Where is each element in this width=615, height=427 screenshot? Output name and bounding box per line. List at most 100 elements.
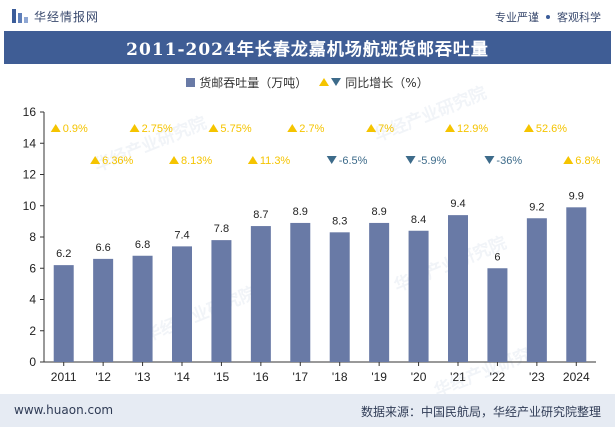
growth-label: 7% bbox=[378, 123, 394, 135]
growth-up-marker bbox=[563, 156, 574, 164]
top-bar: 华经情报网 专业严谨 客观科学 bbox=[0, 0, 615, 30]
growth-label: 5.75% bbox=[220, 123, 251, 135]
bar-value-label: 6 bbox=[494, 251, 500, 263]
growth-up-marker bbox=[208, 124, 219, 132]
slogan-right: 客观科学 bbox=[557, 11, 601, 24]
growth-label: 2.75% bbox=[142, 123, 173, 135]
growth-up-marker bbox=[50, 124, 61, 132]
brand: 华经情报网 bbox=[12, 7, 99, 25]
bar bbox=[526, 218, 547, 362]
triangle-up-icon bbox=[319, 78, 330, 86]
bar-value-label: 9.2 bbox=[529, 201, 544, 213]
bar-swatch-icon bbox=[186, 77, 196, 87]
bar bbox=[211, 240, 232, 362]
growth-label: 12.9% bbox=[457, 123, 488, 135]
growth-up-marker bbox=[366, 124, 377, 132]
footer-source: 数据来源：中国民航局，华经产业研究院整理 bbox=[360, 405, 601, 419]
bar bbox=[53, 265, 74, 362]
bar-value-label: 6.6 bbox=[95, 242, 110, 254]
bar-value-label: 9.4 bbox=[450, 198, 465, 210]
growth-down-marker bbox=[405, 156, 416, 164]
growth-label: 11.3% bbox=[260, 155, 291, 167]
bar bbox=[250, 226, 271, 362]
bar bbox=[408, 230, 429, 362]
x-tick-label: '17 bbox=[292, 370, 308, 384]
legend: 货邮吞吐量（万吨） 同比增长（%） bbox=[0, 73, 615, 91]
bar-value-label: 8.9 bbox=[293, 206, 308, 218]
growth-down-marker bbox=[484, 156, 495, 164]
footer: www.huaon.com 数据来源：中国民航局，华经产业研究院整理 bbox=[0, 394, 615, 427]
growth-up-marker bbox=[129, 124, 140, 132]
bar bbox=[93, 258, 114, 362]
legend-item-growth: 同比增长（%） bbox=[319, 74, 429, 91]
brand-name: 华经情报网 bbox=[34, 9, 100, 24]
y-tick-label: 12 bbox=[23, 168, 37, 182]
x-tick-label: '15 bbox=[214, 370, 230, 384]
growth-label: -5.9% bbox=[418, 155, 447, 167]
x-tick-label: '19 bbox=[371, 370, 387, 384]
legend-growth-label: 同比增长（%） bbox=[345, 75, 429, 90]
growth-label: 6.8% bbox=[575, 155, 600, 167]
bar-value-label: 8.3 bbox=[332, 215, 347, 227]
growth-down-marker bbox=[326, 156, 337, 164]
growth-up-marker bbox=[247, 156, 258, 164]
bar-value-label: 8.4 bbox=[411, 214, 426, 226]
bar-value-label: 6.2 bbox=[56, 248, 71, 260]
bar-value-label: 7.4 bbox=[174, 229, 189, 241]
bullet-icon bbox=[546, 15, 550, 19]
bar bbox=[290, 222, 311, 362]
bar bbox=[172, 246, 192, 362]
footer-website: www.huaon.com bbox=[14, 403, 114, 417]
x-tick-label: '16 bbox=[253, 370, 269, 384]
y-tick-label: 4 bbox=[29, 293, 36, 307]
y-tick-label: 0 bbox=[29, 355, 36, 369]
slogan: 专业严谨 客观科学 bbox=[495, 9, 601, 25]
bar-value-label: 8.9 bbox=[371, 206, 386, 218]
x-tick-label: '22 bbox=[490, 370, 506, 384]
triangle-down-icon bbox=[331, 78, 342, 86]
bar bbox=[329, 232, 350, 362]
slogan-left: 专业严谨 bbox=[495, 11, 539, 24]
bar bbox=[369, 222, 390, 362]
growth-label: 6.36% bbox=[102, 155, 133, 167]
x-tick-label: '20 bbox=[411, 370, 427, 384]
legend-item-bars: 货邮吞吐量（万吨） bbox=[186, 74, 307, 91]
bar bbox=[132, 255, 153, 362]
y-tick-label: 6 bbox=[29, 261, 36, 275]
y-tick-label: 14 bbox=[23, 136, 37, 150]
x-tick-label: '23 bbox=[529, 370, 545, 384]
growth-label: 8.13% bbox=[181, 155, 212, 167]
chart-title: 2011-2024年长春龙嘉机场航班货邮吞吐量 bbox=[126, 40, 489, 60]
growth-label: 0.9% bbox=[63, 123, 88, 135]
growth-up-marker bbox=[523, 124, 534, 132]
x-tick-label: '14 bbox=[174, 370, 190, 384]
y-tick-label: 16 bbox=[23, 105, 37, 119]
y-tick-label: 2 bbox=[29, 324, 36, 338]
growth-up-marker bbox=[169, 156, 179, 164]
bar-value-label: 9.9 bbox=[569, 190, 584, 202]
growth-label: 52.6% bbox=[536, 123, 567, 135]
bar-value-label: 6.8 bbox=[135, 239, 150, 251]
growth-up-marker bbox=[445, 124, 455, 132]
x-tick-label: 2011 bbox=[51, 370, 77, 384]
bar bbox=[566, 207, 587, 362]
x-tick-label: '21 bbox=[450, 370, 466, 384]
y-tick-label: 8 bbox=[29, 230, 36, 244]
growth-up-marker bbox=[287, 124, 298, 132]
growth-label: 2.7% bbox=[299, 123, 324, 135]
bar bbox=[448, 215, 468, 362]
growth-up-marker bbox=[90, 156, 101, 164]
bar-value-label: 8.7 bbox=[253, 209, 268, 221]
x-tick-label: '13 bbox=[135, 370, 151, 384]
x-tick-label: '18 bbox=[332, 370, 348, 384]
x-tick-label: '12 bbox=[95, 370, 111, 384]
title-band: 2011-2024年长春龙嘉机场航班货邮吞吐量 bbox=[4, 31, 611, 64]
growth-label: -6.5% bbox=[339, 155, 368, 167]
y-tick-label: 10 bbox=[23, 199, 37, 213]
bar-chart-logo-icon bbox=[12, 9, 28, 23]
bar-value-label: 7.8 bbox=[214, 223, 229, 235]
x-tick-label: 2024 bbox=[563, 370, 590, 384]
growth-label: -36% bbox=[496, 155, 522, 167]
bar bbox=[487, 268, 508, 362]
